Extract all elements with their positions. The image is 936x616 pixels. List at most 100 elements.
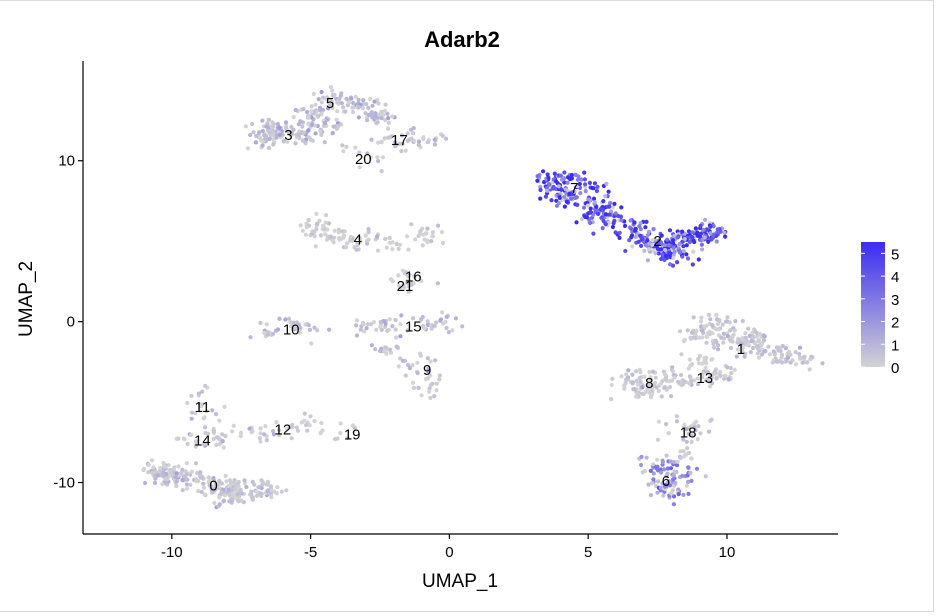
cell-point	[425, 356, 430, 361]
cell-point	[663, 242, 668, 247]
cell-point	[672, 249, 677, 254]
cell-point	[675, 260, 680, 265]
cell-point	[432, 142, 437, 147]
cell-point	[703, 365, 708, 371]
cell-point	[301, 130, 306, 135]
cell-point	[209, 486, 214, 492]
cell-point	[634, 378, 639, 383]
cell-point	[630, 381, 635, 386]
cell-point	[259, 486, 264, 491]
cell-point	[683, 452, 689, 457]
cell-point	[405, 138, 410, 143]
cell-point	[667, 385, 673, 390]
cell-point	[440, 310, 445, 315]
cell-point	[653, 380, 658, 385]
cluster-label: 0	[209, 478, 217, 495]
cell-point	[438, 317, 443, 322]
cell-point	[718, 229, 723, 234]
cell-point	[460, 324, 465, 329]
cell-point	[439, 230, 445, 235]
cell-point	[587, 180, 593, 185]
cell-point	[383, 345, 388, 350]
cell-point	[684, 427, 689, 432]
cell-point	[217, 495, 222, 500]
cell-point	[678, 449, 683, 454]
cell-point	[598, 207, 603, 212]
cell-point	[341, 235, 346, 240]
cell-point	[271, 142, 276, 147]
cell-point	[394, 241, 399, 246]
cell-point	[174, 479, 179, 484]
cell-point	[331, 240, 336, 245]
cell-point	[193, 439, 199, 444]
cell-point	[686, 479, 691, 484]
cell-point	[617, 230, 622, 235]
cell-point	[603, 194, 608, 199]
cell-point	[356, 97, 361, 102]
cell-point	[397, 242, 403, 247]
cell-point	[569, 196, 574, 201]
cell-point	[374, 327, 379, 332]
cell-point	[648, 468, 653, 473]
cell-point	[274, 491, 279, 496]
cell-point	[233, 496, 238, 501]
cell-point	[427, 386, 432, 391]
cell-point	[779, 352, 785, 357]
cell-point	[325, 234, 331, 239]
cell-point	[692, 421, 697, 426]
cell-point	[258, 431, 263, 436]
cell-point	[332, 235, 337, 240]
cell-point	[303, 232, 308, 237]
cell-point	[369, 343, 374, 348]
cell-point	[710, 331, 715, 336]
cell-point	[298, 119, 303, 124]
cell-point	[645, 258, 651, 263]
cell-point	[221, 445, 226, 450]
cell-point	[691, 238, 696, 243]
cell-point	[323, 96, 328, 101]
cell-point	[443, 136, 449, 141]
cell-point	[740, 346, 745, 351]
cluster-label: 2	[653, 233, 661, 250]
cell-point	[675, 235, 680, 240]
cell-point	[604, 181, 609, 186]
cell-point	[664, 473, 669, 478]
cell-point	[250, 121, 255, 127]
cell-point	[220, 432, 225, 437]
cell-point	[680, 382, 686, 387]
cell-point	[260, 118, 265, 123]
cell-point	[382, 349, 387, 354]
cell-point	[406, 289, 411, 294]
cell-point	[691, 249, 696, 254]
cell-point	[610, 205, 616, 210]
cell-point	[569, 172, 575, 178]
cell-point	[263, 424, 268, 429]
cell-point	[416, 385, 421, 390]
cell-point	[360, 106, 365, 111]
cell-point	[680, 229, 685, 234]
cell-point	[190, 410, 195, 415]
cell-point	[734, 354, 739, 359]
cell-point	[750, 345, 756, 351]
cell-point	[670, 369, 676, 374]
cell-point	[326, 106, 331, 111]
cell-point	[352, 245, 357, 250]
cell-point	[327, 97, 332, 102]
cell-point	[785, 355, 791, 360]
cell-point	[180, 478, 185, 483]
cell-point	[358, 327, 363, 332]
cell-point	[252, 482, 257, 487]
cell-point	[677, 250, 683, 255]
cell-point	[305, 109, 310, 115]
cell-point	[238, 430, 244, 435]
cluster-label: 21	[397, 278, 414, 295]
cell-point	[193, 411, 198, 416]
cell-point	[700, 328, 705, 333]
cell-point	[226, 491, 232, 496]
cell-point	[328, 85, 333, 90]
cell-point	[172, 465, 177, 470]
cell-point	[676, 492, 681, 497]
cell-point	[700, 247, 705, 252]
cell-point	[161, 473, 166, 478]
cell-point	[270, 428, 276, 434]
